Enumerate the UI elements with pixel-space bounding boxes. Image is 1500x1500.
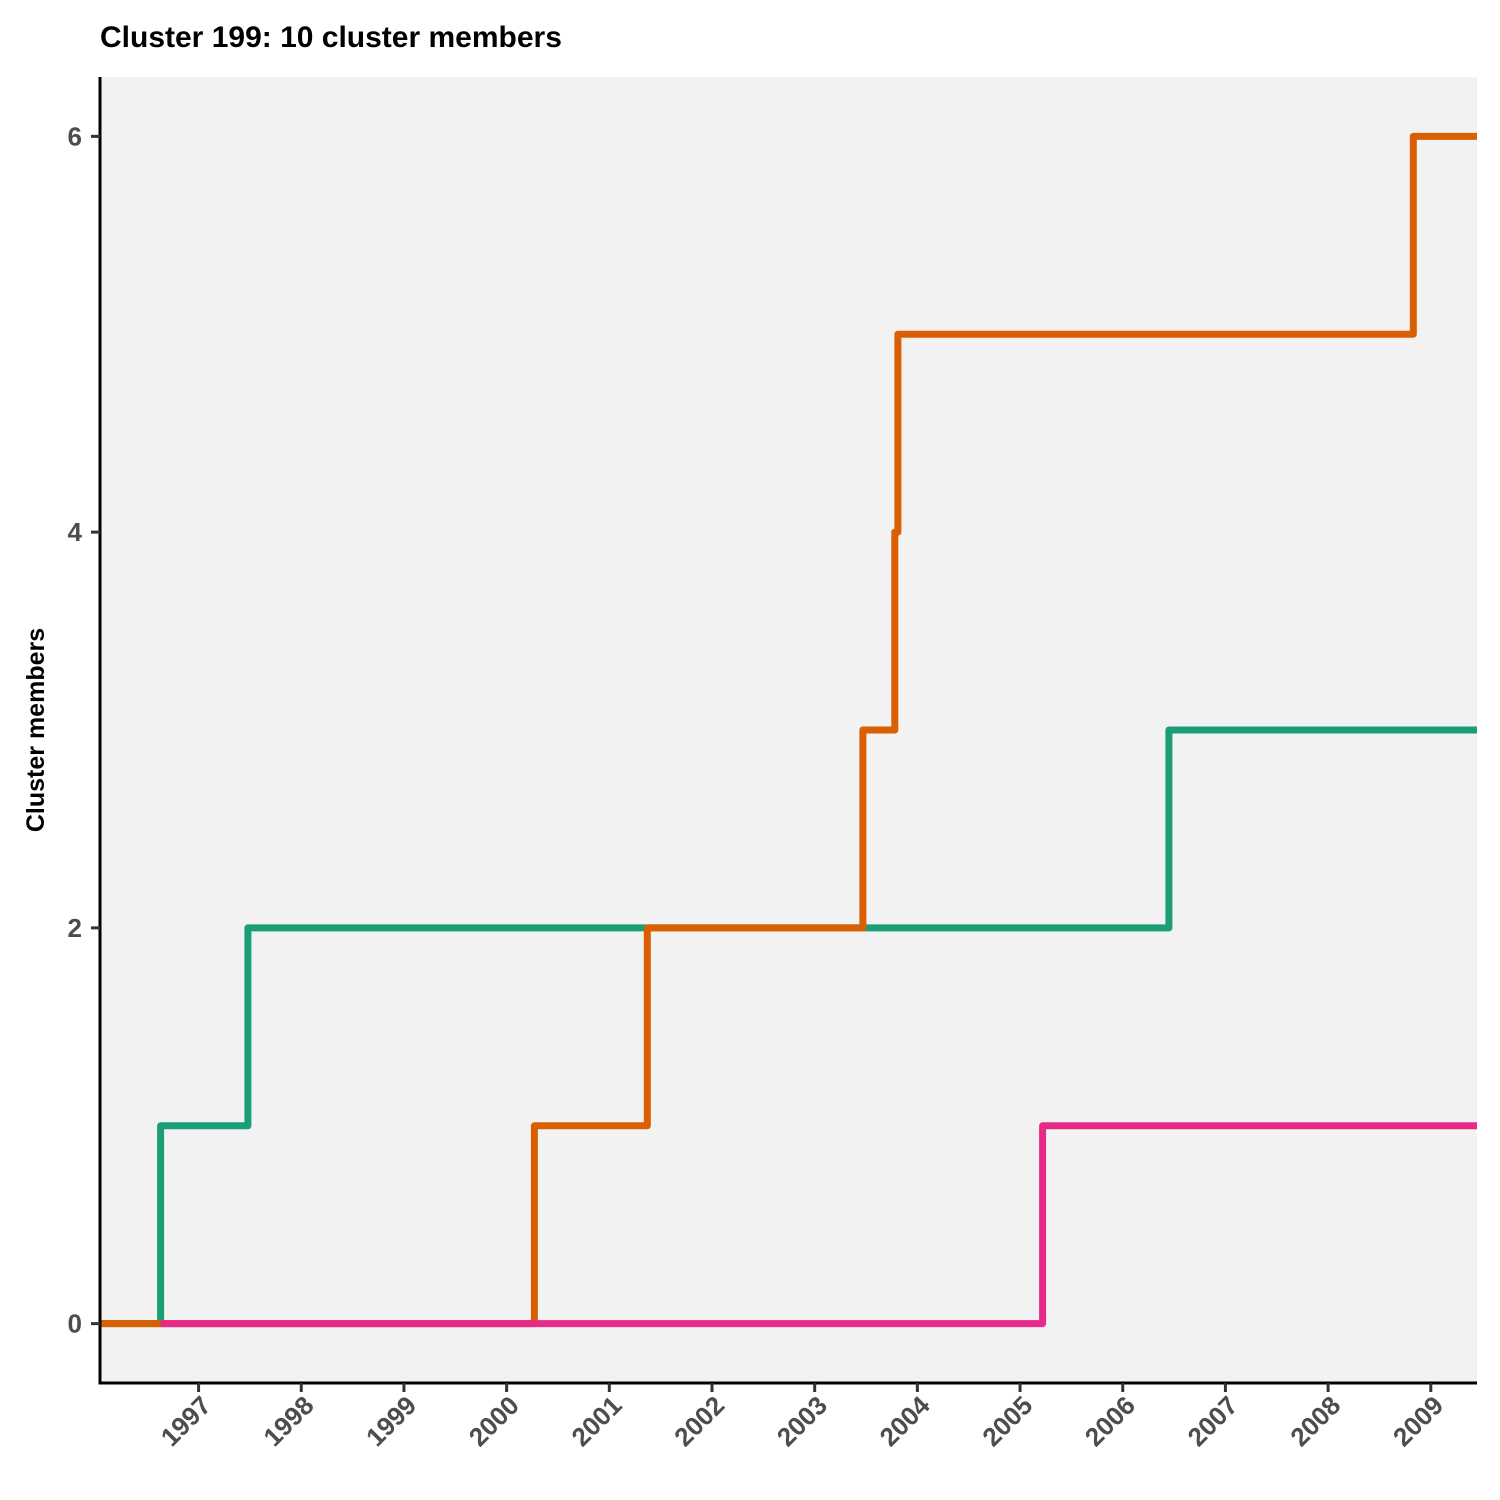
y-tick-label: 0 [68,1309,82,1339]
x-tick-label: 2002 [668,1390,730,1452]
x-tick-label: 1997 [155,1390,217,1452]
series-line-3 [160,1122,1477,1328]
x-tick-label: 2000 [463,1390,525,1452]
x-tick-label: 2008 [1284,1390,1346,1452]
x-tick-label: 2001 [565,1390,627,1452]
x-tick-label: 2005 [976,1390,1038,1452]
x-tick-label: 1998 [257,1390,319,1452]
chart-title: Cluster 199: 10 cluster members [100,21,562,54]
x-axis-ticks: 1997 1998 1999 2000 2001 2002 2003 2004 2005 2006… [155,1383,1449,1452]
series-line-1 [100,726,1477,1328]
x-tick-label: 2006 [1079,1390,1141,1452]
x-tick-label: 2009 [1387,1390,1449,1452]
y-tick-label: 2 [68,913,82,943]
y-tick-label: 4 [68,517,83,547]
series-line-2 [100,132,1477,1328]
x-tick-label: 2007 [1182,1390,1244,1452]
y-axis-ticks: 0 2 4 6 [68,121,100,1339]
y-tick-label: 6 [68,121,82,151]
x-tick-label: 1999 [360,1390,422,1452]
x-tick-label: 2003 [771,1390,833,1452]
series-layer [100,132,1477,1328]
x-tick-label: 2004 [874,1390,936,1452]
y-axis-label: Cluster members [22,628,50,832]
